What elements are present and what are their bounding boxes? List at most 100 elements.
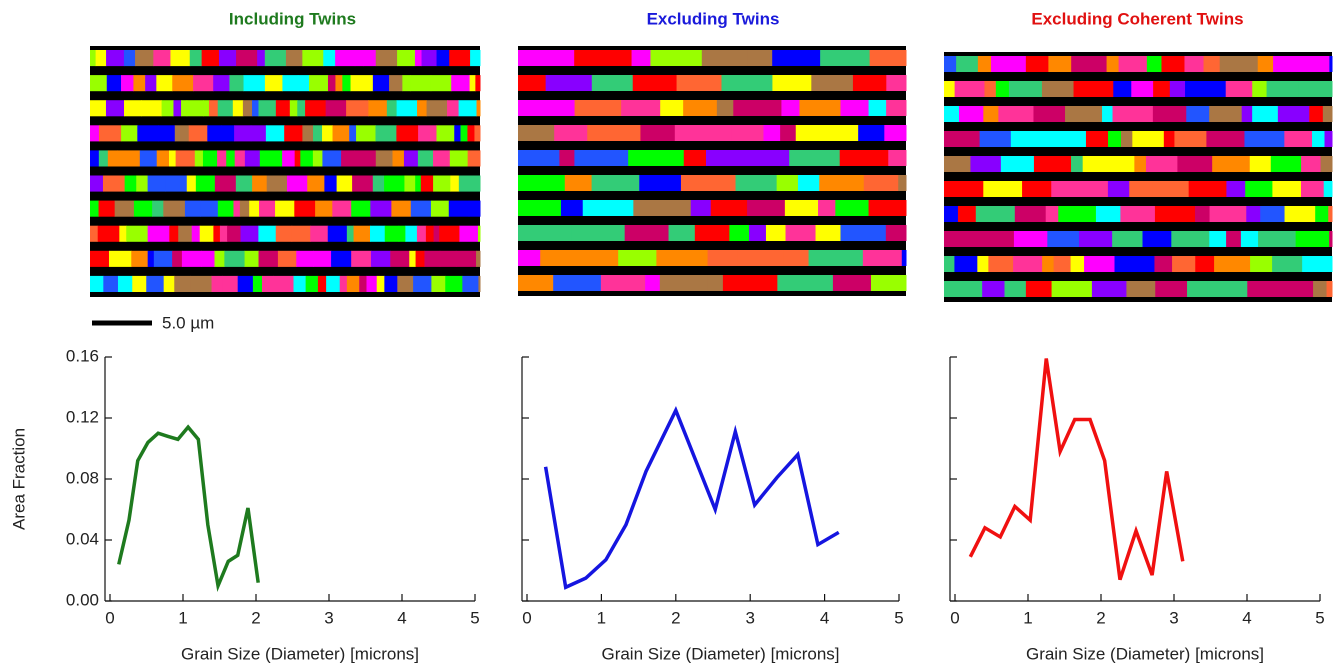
grain xyxy=(467,125,475,142)
grain xyxy=(244,150,261,167)
grain xyxy=(156,75,173,92)
grain xyxy=(1230,106,1243,122)
grain xyxy=(300,150,314,167)
grain xyxy=(352,175,374,192)
grain xyxy=(1203,56,1221,72)
grain xyxy=(683,150,707,166)
x-tick-label: 2 xyxy=(251,608,260,627)
grain xyxy=(1209,206,1247,222)
grain xyxy=(944,206,959,222)
grain xyxy=(235,175,253,192)
chart-title: Excluding Coherent Twins xyxy=(1031,9,1243,28)
grain xyxy=(1161,56,1185,72)
grain xyxy=(958,106,984,122)
grain xyxy=(233,200,241,217)
grain xyxy=(707,275,724,291)
grain xyxy=(470,50,481,67)
grain xyxy=(90,100,107,117)
grain xyxy=(1152,106,1187,122)
grain xyxy=(1273,56,1306,72)
grain xyxy=(1266,81,1299,97)
grain xyxy=(970,156,1002,172)
grain xyxy=(213,75,230,92)
grain xyxy=(431,275,446,292)
grain xyxy=(747,50,773,66)
grain xyxy=(98,125,122,142)
grain xyxy=(234,150,246,167)
grain xyxy=(591,75,634,91)
grain xyxy=(983,181,1023,197)
y-tick-label: 0.12 xyxy=(66,407,99,426)
grain xyxy=(815,225,841,241)
x-tick-label: 1 xyxy=(597,608,606,627)
grain xyxy=(781,100,801,116)
x-tick-label: 5 xyxy=(1315,608,1324,627)
grain xyxy=(273,275,294,292)
grain xyxy=(1206,131,1245,147)
grain xyxy=(1153,81,1171,97)
x-tick-label: 0 xyxy=(950,608,959,627)
grain xyxy=(1112,231,1144,247)
grain xyxy=(451,75,471,92)
grain xyxy=(420,175,434,192)
grain xyxy=(413,275,432,292)
grain xyxy=(339,275,348,292)
grain xyxy=(1107,181,1130,197)
grain xyxy=(888,150,907,166)
grain xyxy=(1247,281,1282,297)
grain xyxy=(1195,206,1211,222)
grain xyxy=(476,100,481,117)
grain xyxy=(1293,106,1310,122)
grain xyxy=(984,81,997,97)
grain xyxy=(668,225,696,241)
grain xyxy=(1312,131,1326,147)
grain xyxy=(193,75,214,92)
grain xyxy=(731,125,764,141)
grain xyxy=(181,100,188,117)
grain xyxy=(384,175,405,192)
grain xyxy=(1108,131,1122,147)
grain xyxy=(1246,206,1261,222)
grain xyxy=(1071,56,1108,72)
grain xyxy=(624,225,670,241)
grain xyxy=(785,225,817,241)
grain xyxy=(426,100,448,117)
grain xyxy=(297,100,306,117)
grain xyxy=(995,81,1010,97)
grain xyxy=(835,200,870,216)
grain xyxy=(433,150,451,167)
grain xyxy=(618,250,657,266)
grain xyxy=(1177,156,1202,172)
grain xyxy=(818,200,836,216)
grain xyxy=(1082,156,1125,172)
grain xyxy=(1245,181,1273,197)
grain xyxy=(175,150,196,167)
grain xyxy=(1214,256,1251,272)
grain xyxy=(868,200,907,216)
grain xyxy=(587,125,641,141)
grain xyxy=(1305,56,1330,72)
grain xyxy=(384,275,398,292)
grain xyxy=(1250,256,1273,272)
grain xyxy=(165,175,188,192)
grain xyxy=(944,256,955,272)
grain xyxy=(370,225,386,242)
grain xyxy=(376,275,385,292)
grain xyxy=(858,125,885,141)
grain xyxy=(645,275,661,291)
grain xyxy=(898,175,907,191)
grain xyxy=(106,75,122,92)
grain xyxy=(1240,231,1259,247)
grain xyxy=(396,100,418,117)
grain xyxy=(90,225,99,242)
grain xyxy=(1085,131,1109,147)
grain xyxy=(221,125,235,142)
grain xyxy=(342,75,352,92)
grain xyxy=(415,175,422,192)
grain xyxy=(153,250,173,267)
grain xyxy=(772,75,812,91)
grain xyxy=(261,275,274,292)
grain xyxy=(430,75,452,92)
grain xyxy=(1113,81,1132,97)
grain xyxy=(763,125,781,141)
